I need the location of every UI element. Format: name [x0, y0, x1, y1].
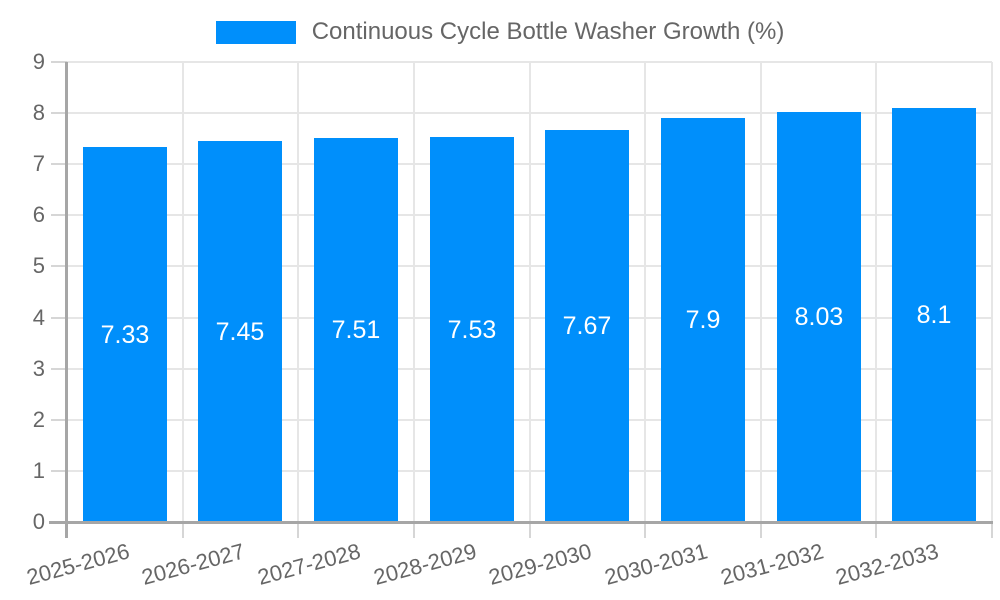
bar[interactable]: [430, 137, 514, 522]
x-axis-line: [49, 521, 993, 524]
x-tick: [760, 522, 762, 538]
y-axis-label: 1: [32, 458, 45, 483]
y-axis-label: 4: [32, 305, 45, 330]
bar-value-label: 7.51: [331, 316, 381, 344]
y-axis-label: 6: [32, 202, 45, 227]
x-tick: [991, 522, 993, 538]
x-tick: [182, 522, 184, 538]
y-axis-label: 8: [32, 100, 45, 125]
bar-value-label: 8.1: [916, 301, 952, 329]
y-tick: [51, 214, 67, 216]
bar-value-label: 7.33: [100, 321, 150, 349]
bar-value-label: 7.67: [562, 312, 612, 340]
y-tick: [51, 368, 67, 370]
bar-value-label: 7.9: [685, 306, 721, 334]
y-axis-label: 2: [32, 407, 45, 432]
bar-value-label: 7.53: [447, 316, 497, 344]
y-tick: [51, 419, 67, 421]
y-axis-label: 5: [32, 253, 45, 278]
y-axis-label: 3: [32, 356, 45, 381]
bar[interactable]: [892, 108, 976, 522]
x-gridline: [875, 62, 877, 522]
y-tick: [51, 163, 67, 165]
bar[interactable]: [777, 112, 861, 522]
bar[interactable]: [545, 130, 629, 522]
y-axis-label: 7: [32, 151, 45, 176]
bar[interactable]: [198, 141, 282, 522]
x-gridline: [413, 62, 415, 522]
bar-value-label: 7.45: [215, 318, 265, 346]
y-tick: [51, 112, 67, 114]
x-tick: [297, 522, 299, 538]
y-tick: [51, 317, 67, 319]
x-tick: [529, 522, 531, 538]
y-axis-line: [65, 62, 68, 538]
bar-value-label: 8.03: [794, 303, 844, 331]
x-gridline: [182, 62, 184, 522]
y-tick: [51, 470, 67, 472]
bar[interactable]: [314, 138, 398, 522]
legend-swatch-icon: [215, 20, 296, 44]
x-gridline: [991, 62, 993, 522]
y-tick: [51, 265, 67, 267]
y-axis-label: 9: [32, 49, 45, 74]
x-gridline: [760, 62, 762, 522]
legend-item[interactable]: Continuous Cycle Bottle Washer Growth (%…: [215, 18, 785, 46]
bar[interactable]: [661, 118, 745, 522]
bar[interactable]: [83, 147, 167, 522]
legend-label: Continuous Cycle Bottle Washer Growth (%…: [311, 18, 785, 45]
x-gridline: [644, 62, 646, 522]
x-gridline: [529, 62, 531, 522]
x-gridline: [297, 62, 299, 522]
x-tick: [644, 522, 646, 538]
x-tick: [875, 522, 877, 538]
y-axis-label: 0: [32, 509, 45, 534]
x-tick: [413, 522, 415, 538]
y-tick: [51, 61, 67, 63]
legend: Continuous Cycle Bottle Washer Growth (%…: [0, 18, 1000, 46]
